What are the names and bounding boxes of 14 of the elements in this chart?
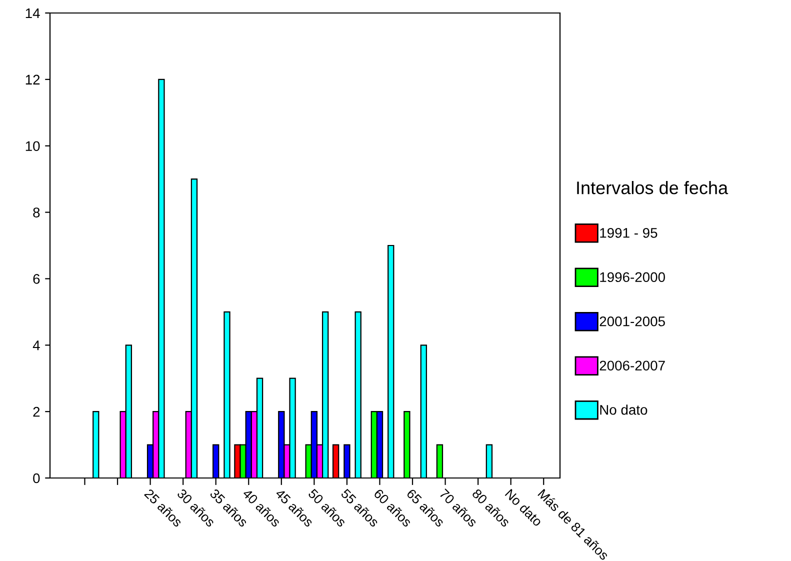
legend-label: No dato: [600, 404, 648, 415]
y-tick-label: 8: [33, 208, 40, 218]
legend-title: Intervalos de fecha: [577, 180, 728, 194]
legend-label: 2001-2005: [600, 316, 665, 326]
y-tick-label: 12: [26, 74, 40, 84]
legend-label: 1991 - 95: [600, 228, 658, 238]
y-tick-label: 6: [33, 274, 40, 284]
y-tick-label: 14: [26, 8, 40, 18]
legend-label: 1996-2000: [600, 272, 665, 282]
legend-label: 2006-2007: [600, 360, 665, 371]
y-tick-label: 10: [26, 141, 40, 152]
y-tick-label: 4: [32, 340, 40, 350]
y-tick-label: 0: [33, 473, 40, 484]
y-tick-label: 2: [33, 406, 40, 417]
